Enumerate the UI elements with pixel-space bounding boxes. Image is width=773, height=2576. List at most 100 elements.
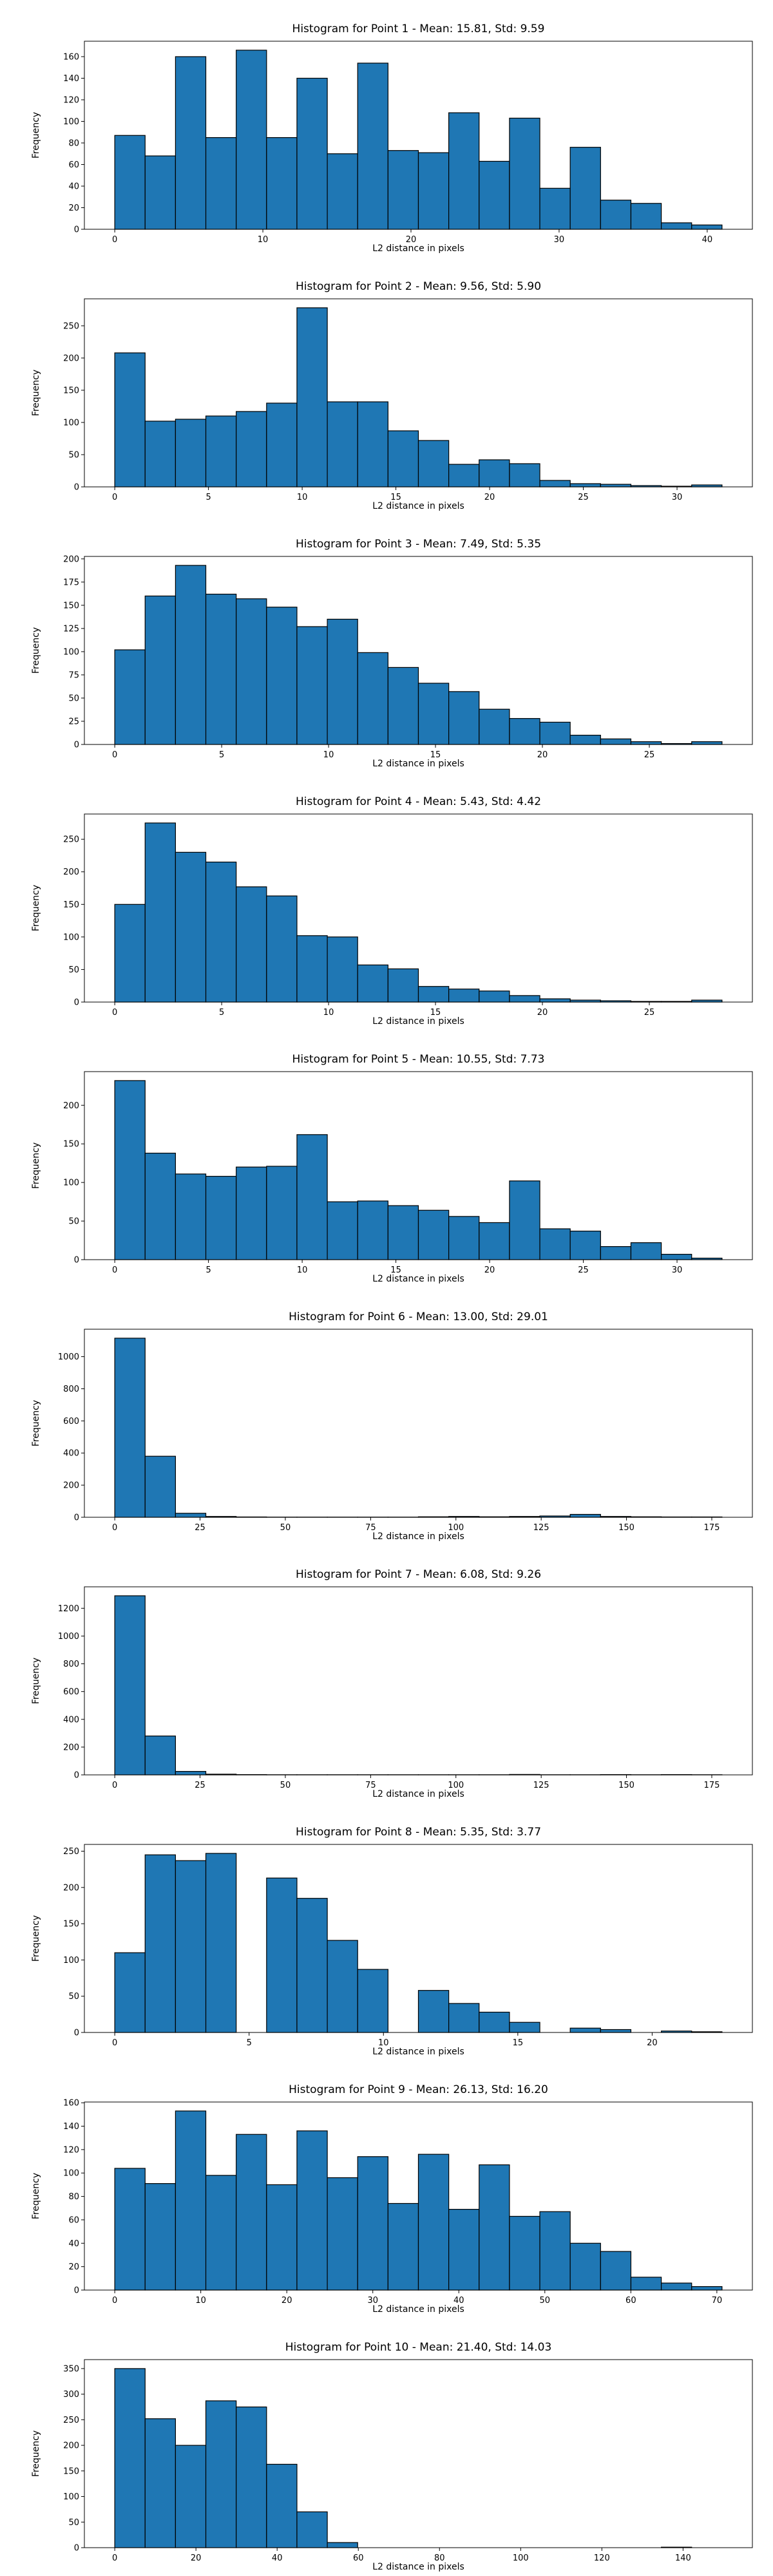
- x-tick-label: 20: [484, 1265, 495, 1275]
- bar: [327, 153, 358, 230]
- x-tick-label: 0: [112, 493, 117, 502]
- x-tick-label: 5: [219, 1008, 224, 1018]
- y-tick-label: 50: [68, 1217, 79, 1227]
- bar: [660, 1254, 692, 1260]
- y-tick-label: 150: [63, 900, 79, 910]
- bar: [479, 459, 510, 488]
- bar: [387, 968, 419, 1003]
- bar: [266, 1877, 298, 2033]
- y-tick-label: 0: [74, 998, 79, 1008]
- bar: [236, 1166, 267, 1260]
- y-tick-label: 120: [63, 95, 79, 105]
- bar: [479, 1222, 510, 1260]
- x-tick-label: 150: [618, 1781, 635, 1790]
- x-tick-label: 25: [578, 493, 589, 502]
- y-tick-label: 0: [74, 1771, 79, 1781]
- y-tick-label: 50: [68, 450, 79, 460]
- bar: [144, 1854, 177, 2033]
- x-tick-label: 20: [484, 493, 495, 502]
- bar: [569, 1513, 601, 1518]
- bar: [205, 1853, 237, 2033]
- x-tick-label: 175: [704, 1781, 720, 1790]
- bar: [479, 2164, 510, 2291]
- bar: [539, 480, 571, 488]
- x-axis-label: L2 distance in pixels: [372, 1274, 464, 1284]
- x-tick-label: 30: [672, 1265, 683, 1275]
- x-tick-label: 150: [618, 1523, 635, 1533]
- bar: [387, 150, 419, 230]
- bar: [569, 147, 601, 230]
- x-tick-label: 120: [594, 2553, 610, 2563]
- bar: [266, 2463, 298, 2548]
- y-tick-label: 50: [68, 2518, 79, 2528]
- bar: [175, 1771, 207, 1776]
- x-tick-label: 0: [112, 1008, 117, 1018]
- x-tick-label: 30: [367, 2296, 378, 2306]
- bar: [205, 415, 237, 488]
- y-tick-label: 120: [63, 2145, 79, 2155]
- bar: [175, 1513, 207, 1518]
- y-tick-label: 100: [63, 1956, 79, 1965]
- bar: [144, 822, 177, 1003]
- bar: [266, 137, 298, 230]
- y-tick-label: 1200: [58, 1604, 79, 1614]
- bar: [114, 352, 146, 488]
- bar: [448, 2003, 480, 2033]
- axes-frame: [84, 2359, 753, 2548]
- bar: [205, 2400, 237, 2548]
- bar: [114, 2168, 146, 2291]
- y-tick-label: 100: [63, 117, 79, 127]
- y-tick-label: 160: [63, 2099, 79, 2108]
- chart-title: Histogram for Point 7 - Mean: 6.08, Std:…: [296, 1568, 541, 1581]
- y-tick-label: 150: [63, 601, 79, 611]
- y-tick-label: 0: [74, 225, 79, 235]
- x-axis-label: L2 distance in pixels: [372, 759, 464, 769]
- y-tick-label: 150: [63, 386, 79, 395]
- bar: [205, 2175, 237, 2291]
- y-tick-label: 140: [63, 2122, 79, 2132]
- y-tick-label: 250: [63, 835, 79, 845]
- y-tick-label: 600: [63, 1687, 79, 1697]
- bar: [205, 593, 237, 745]
- x-tick-label: 75: [365, 1781, 376, 1790]
- bar: [539, 998, 571, 1003]
- y-tick-label: 200: [63, 1743, 79, 1752]
- bar: [509, 463, 540, 488]
- x-tick-label: 20: [647, 2038, 658, 2048]
- bar: [357, 964, 388, 1003]
- bar: [630, 203, 662, 230]
- bar: [327, 2542, 358, 2548]
- bar: [144, 2418, 177, 2548]
- y-tick-label: 50: [68, 1992, 79, 2002]
- x-tick-label: 10: [258, 235, 269, 245]
- bar: [600, 484, 632, 488]
- x-tick-label: 50: [280, 1523, 291, 1533]
- bar: [569, 2027, 601, 2033]
- x-tick-label: 140: [675, 2553, 691, 2563]
- x-tick-label: 25: [644, 750, 655, 760]
- bar: [479, 2011, 510, 2033]
- bar: [296, 1898, 328, 2033]
- y-axis-label: Frequency: [31, 112, 41, 158]
- y-axis-label: Frequency: [31, 885, 41, 931]
- bar: [114, 1595, 146, 1776]
- x-tick-label: 50: [540, 2296, 551, 2306]
- bar: [266, 607, 298, 745]
- y-axis-label: Frequency: [31, 370, 41, 416]
- x-tick-label: 5: [219, 750, 224, 760]
- y-tick-label: 100: [63, 2492, 79, 2502]
- bar: [296, 626, 328, 745]
- bar: [114, 904, 146, 1003]
- bar: [448, 464, 480, 488]
- chart-title: Histogram for Point 9 - Mean: 26.13, Std…: [289, 2083, 548, 2096]
- bar: [417, 1990, 450, 2033]
- x-tick-label: 5: [205, 493, 211, 502]
- axes-frame: [84, 556, 753, 745]
- y-tick-label: 20: [68, 204, 79, 213]
- y-tick-label: 0: [74, 1513, 79, 1523]
- x-tick-label: 40: [453, 2296, 464, 2306]
- y-tick-label: 100: [63, 647, 79, 657]
- x-tick-label: 10: [323, 750, 334, 760]
- bar: [357, 1969, 388, 2033]
- bar: [296, 2130, 328, 2291]
